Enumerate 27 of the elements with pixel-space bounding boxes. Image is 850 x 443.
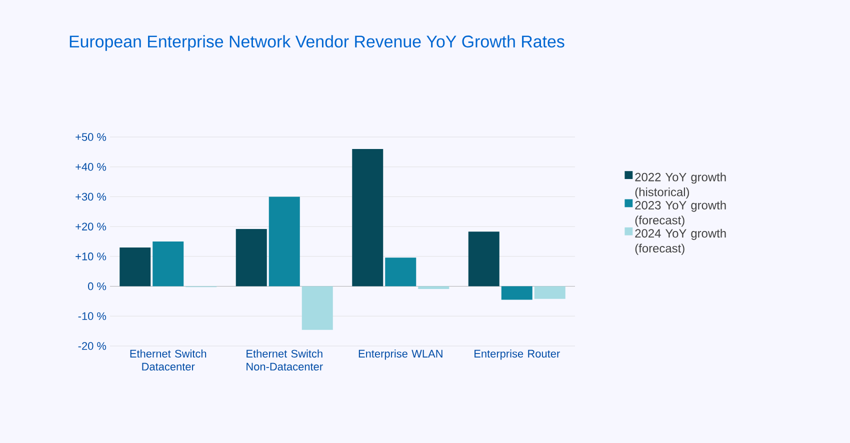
- y-tick-label: +50 %: [76, 133, 106, 141]
- bar: [501, 286, 532, 300]
- y-tick-label: 0 %: [88, 282, 106, 290]
- bar: [352, 148, 384, 286]
- legend-label: 2024 YoY growth (forecast): [635, 228, 726, 255]
- y-tick-label: +30 %: [76, 192, 106, 201]
- legend-label: 2022 YoY growth (historical): [635, 172, 726, 199]
- bar: [236, 228, 267, 286]
- y-tick-label: -20 %: [78, 342, 106, 350]
- y-tick-label: -10 %: [78, 312, 106, 320]
- x-tick-label: Enterprise WLAN: [358, 350, 442, 360]
- bar: [268, 196, 300, 286]
- x-tick-label: Ethernet Switch Datacenter: [130, 350, 206, 371]
- bar: [534, 286, 566, 299]
- y-tick-label: +10 %: [76, 252, 106, 260]
- bar: [302, 286, 333, 330]
- y-tick-label: +20 %: [76, 222, 106, 230]
- bar: [120, 247, 151, 286]
- bar: [418, 286, 450, 289]
- x-tick-label: Ethernet Switch Non-Datacenter: [246, 350, 323, 371]
- bar: [468, 232, 500, 286]
- x-tick-label: Enterprise Router: [474, 350, 560, 360]
- chart-title: European Enterprise Network Vendor Revenue YoY Growth Rates: [70, 35, 564, 51]
- y-tick-label: +40 %: [76, 162, 106, 171]
- bar: [152, 242, 184, 286]
- bar: [385, 258, 416, 286]
- legend-label: 2023 YoY growth (forecast): [635, 200, 726, 227]
